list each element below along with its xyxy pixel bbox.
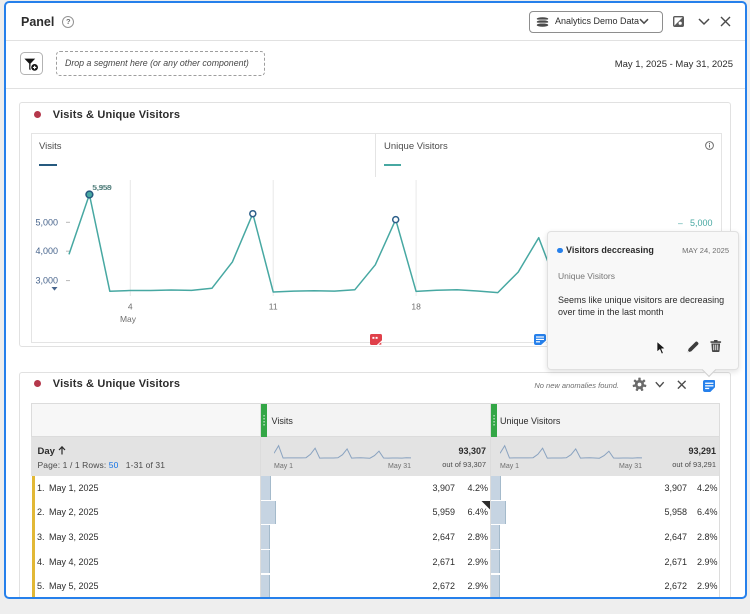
svg-text:5,958: 5,958 <box>92 183 111 192</box>
svg-text:4,000: 4,000 <box>35 246 58 256</box>
svg-text:5,959: 5,959 <box>93 183 112 192</box>
svg-text:3,000: 3,000 <box>35 276 58 286</box>
svg-text:11: 11 <box>269 302 278 312</box>
svg-text:May: May <box>120 314 137 324</box>
svg-text:5,000: 5,000 <box>690 218 713 228</box>
svg-text:–: – <box>678 218 683 228</box>
svg-text:5,000: 5,000 <box>35 217 58 227</box>
svg-text:4: 4 <box>128 302 133 312</box>
svg-text:18: 18 <box>411 302 421 312</box>
